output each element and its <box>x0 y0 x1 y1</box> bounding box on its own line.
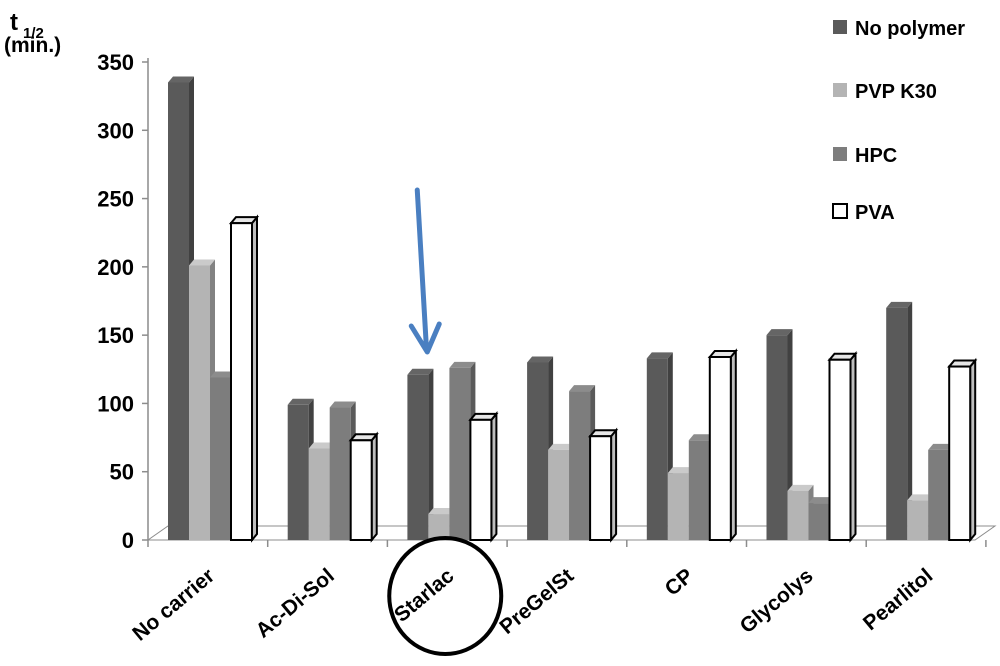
bar <box>407 368 434 540</box>
bar-front <box>886 307 908 540</box>
bar-top <box>808 497 835 504</box>
bar-top <box>667 467 694 474</box>
y-tick-label: 100 <box>97 391 134 416</box>
bar-top <box>766 329 793 336</box>
bar-top <box>308 442 335 449</box>
bar-front <box>168 82 189 540</box>
bar-top <box>428 508 455 515</box>
bar-front <box>548 449 570 540</box>
bar-front <box>667 473 689 540</box>
legend-label: No polymer <box>855 18 965 40</box>
bar-front <box>527 362 549 540</box>
bar-front <box>808 503 830 540</box>
bar <box>947 357 978 543</box>
x-tick-label: Glycolys <box>736 564 818 638</box>
bar-front <box>569 391 591 540</box>
bar-front <box>287 404 309 540</box>
y-axis-title-subscript: 1/2 <box>23 25 44 42</box>
y-tick-label: 350 <box>97 50 134 75</box>
y-tick-label: 0 <box>122 528 134 553</box>
bar-front <box>708 355 732 541</box>
bar-top <box>886 301 913 308</box>
y-tick-label: 50 <box>110 460 134 485</box>
bar <box>587 427 619 543</box>
arrow-head <box>408 321 442 355</box>
arrow-shaft <box>414 187 429 348</box>
bar-top <box>210 371 236 378</box>
y-tick-label: 250 <box>97 187 134 212</box>
y-axis-title-main: t <box>10 9 18 36</box>
bar-front <box>646 358 668 540</box>
legend-swatch <box>833 147 847 161</box>
x-tick-label: Starlac <box>390 564 459 627</box>
legend-swatch <box>833 20 847 34</box>
bar-top <box>168 76 194 83</box>
bar-top <box>928 443 955 450</box>
highlight-circle <box>387 536 504 656</box>
bar-front <box>449 367 471 540</box>
bar-top <box>787 484 814 491</box>
bar-front <box>210 377 231 540</box>
x-tick-label: No carrier <box>128 564 219 645</box>
bar-front <box>329 407 351 540</box>
bar-front <box>787 490 809 540</box>
bar-front <box>349 439 373 541</box>
bar-side <box>907 301 913 540</box>
bar-top <box>688 434 715 441</box>
legend-label: HPC <box>855 145 897 167</box>
x-tick-label: Ac-Di-Sol <box>252 564 339 642</box>
bar-top <box>548 443 575 450</box>
bar-top <box>646 352 673 359</box>
bar-front <box>907 500 929 540</box>
annotation-layer <box>387 187 504 656</box>
x-tick-label: Pearlitol <box>859 564 937 635</box>
bar-front <box>230 222 253 541</box>
legend-label: PVP K30 <box>855 81 937 103</box>
bar <box>228 214 260 543</box>
bar-top <box>569 385 596 392</box>
bar-front <box>589 435 613 542</box>
legend-swatch <box>833 83 847 97</box>
y-tick-label: 150 <box>97 323 134 348</box>
bar-top <box>287 398 314 405</box>
bar <box>886 301 913 540</box>
bar-side <box>428 368 434 540</box>
bar-top <box>407 368 434 375</box>
bar-front <box>469 418 493 541</box>
bar <box>348 431 379 543</box>
bar-top <box>449 361 476 368</box>
y-tick-label: 200 <box>97 255 134 280</box>
bar-front <box>407 374 429 540</box>
bar-front <box>928 449 950 540</box>
bar-front <box>766 335 788 540</box>
bar-front <box>688 440 710 540</box>
bars-layer <box>168 76 978 543</box>
bar <box>827 350 858 543</box>
bar-front <box>828 358 852 541</box>
bar-front <box>189 265 210 540</box>
x-tick-label: CP <box>661 564 698 600</box>
x-tick-label: PreGelSt <box>495 564 578 639</box>
bar-top <box>907 494 934 501</box>
bar-top <box>329 401 356 408</box>
y-axis-title-unit: (min.) <box>4 34 61 57</box>
bar-front <box>948 365 972 541</box>
legend-swatch <box>832 203 848 219</box>
bar-front <box>308 448 330 540</box>
y-tick-label: 300 <box>97 118 134 143</box>
bar-top <box>189 259 215 266</box>
legend-label: PVA <box>855 202 895 224</box>
bar <box>468 411 499 543</box>
bar-top <box>527 356 554 363</box>
legend: No polymer PVP K30 HPC PVA <box>832 18 965 224</box>
bar-front <box>428 514 450 540</box>
bar <box>707 348 738 543</box>
